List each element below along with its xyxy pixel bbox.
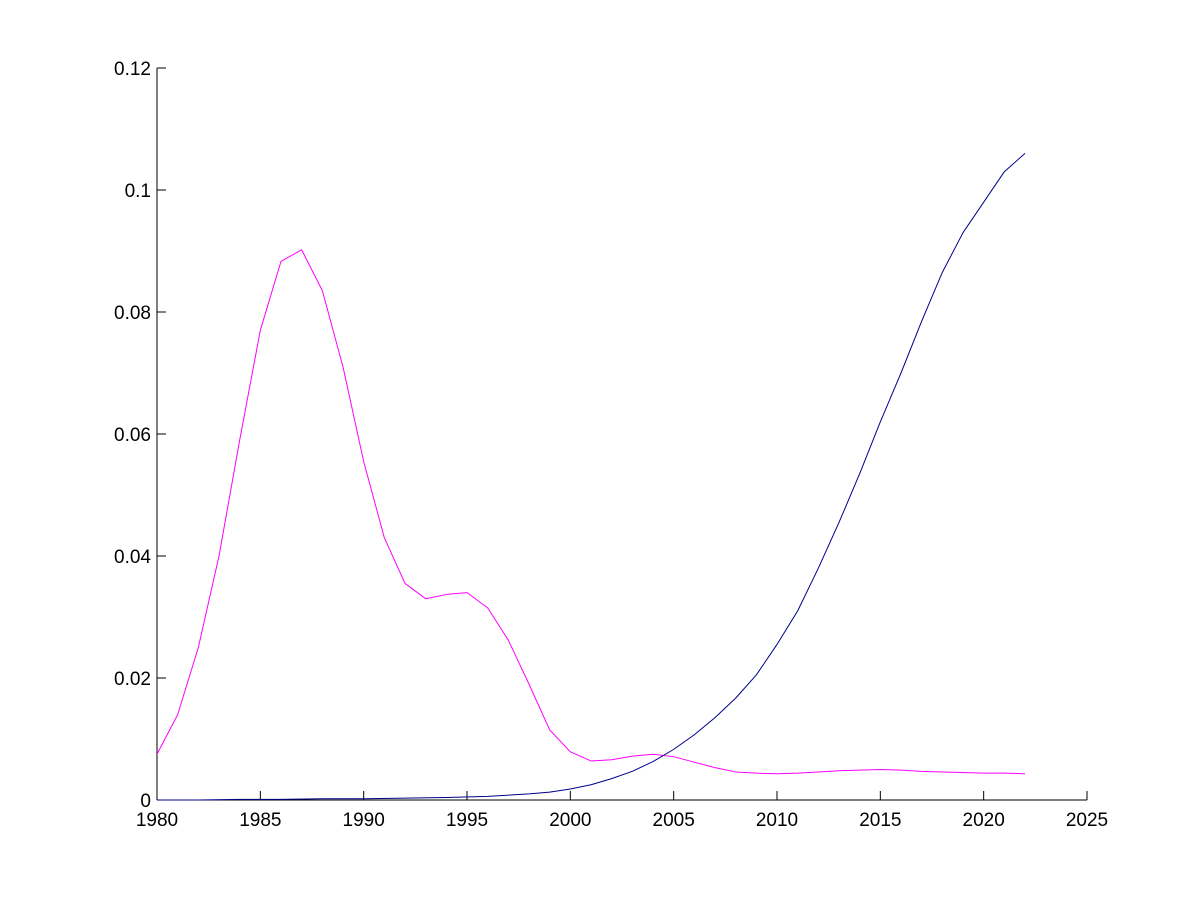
x-tick-label: 1985	[239, 810, 281, 831]
y-tick-label: 0.04	[114, 547, 151, 568]
series-line-2	[157, 153, 1026, 801]
y-tick-label: 0.1	[125, 181, 151, 202]
y-tick-label: 0.12	[114, 59, 151, 80]
x-tick-label: 2005	[653, 810, 695, 831]
x-tick-label: 1980	[136, 810, 178, 831]
y-tick-label: 0	[140, 791, 151, 812]
series-line-1	[156, 249, 1026, 775]
x-tick-label: 2000	[549, 810, 591, 831]
series-layer	[156, 153, 1026, 801]
axes: 1980 1985 1990 1995 2000 2005 2010 2015 2020 2025…	[114, 59, 1108, 831]
y-tick-label: 0.08	[114, 303, 151, 324]
x-tick-label: 1995	[446, 810, 488, 831]
x-tick-label: 2015	[859, 810, 901, 831]
x-tick-label: 2010	[756, 810, 798, 831]
x-tick-label: 1990	[343, 810, 385, 831]
x-tick-label: 2025	[1066, 810, 1108, 831]
y-tick-label: 0.02	[114, 669, 151, 690]
x-tick-label: 2020	[963, 810, 1005, 831]
y-tick-label: 0.06	[114, 425, 151, 446]
